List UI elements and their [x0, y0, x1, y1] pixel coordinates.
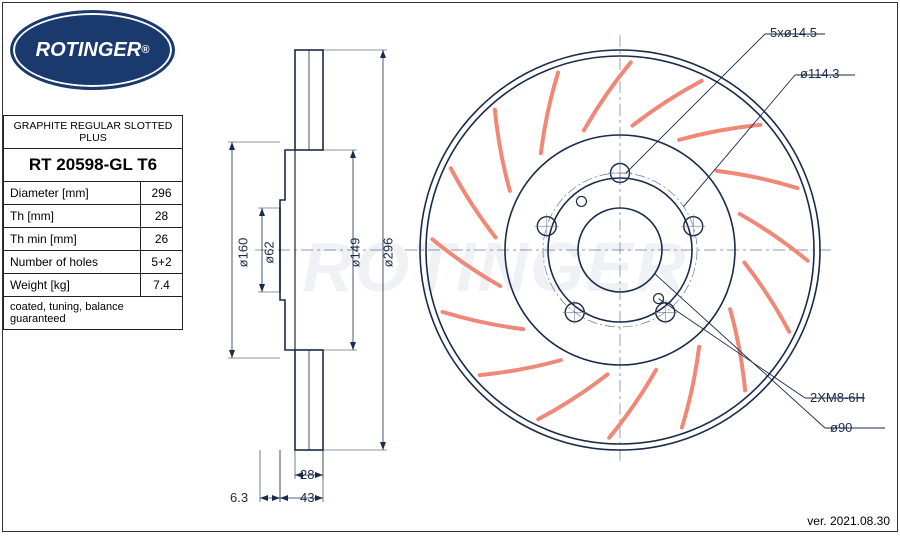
callout-thread: 2XM8-6H — [810, 390, 865, 405]
callout-bolt: 5xø14.5 — [770, 25, 817, 40]
spec-value: 5+2 — [141, 251, 183, 274]
version-label: ver. 2021.08.30 — [807, 514, 890, 528]
reg-mark: ® — [141, 44, 149, 56]
spec-value: 296 — [141, 182, 183, 205]
spec-value: 26 — [141, 228, 183, 251]
dim-w28: 28 — [300, 467, 314, 482]
part-number: RT 20598-GL T6 — [4, 149, 183, 182]
dim-d62: ø62 — [262, 241, 277, 263]
spec-label: Diameter [mm] — [4, 182, 141, 205]
brand-text: ROTINGER — [36, 39, 142, 62]
dim-d160: ø160 — [235, 238, 250, 268]
dim-w43: 43 — [300, 490, 314, 505]
spec-note: coated, tuning, balance guaranteed — [4, 297, 183, 330]
product-line: GRAPHITE REGULAR SLOTTED PLUS — [4, 116, 183, 149]
dim-d149: ø149 — [347, 238, 362, 268]
spec-label: Th min [mm] — [4, 228, 141, 251]
brand-logo: ROTINGER® — [10, 10, 175, 90]
dim-d296: ø296 — [380, 238, 395, 268]
callout-cbore: ø90 — [830, 420, 852, 435]
drawing-svg — [190, 0, 900, 534]
callout-pcd: ø114.3 — [800, 66, 840, 81]
spec-table: GRAPHITE REGULAR SLOTTED PLUS RT 20598-G… — [3, 115, 183, 330]
spec-value: 28 — [141, 205, 183, 228]
spec-label: Th [mm] — [4, 205, 141, 228]
spec-label: Number of holes — [4, 251, 141, 274]
spec-value: 7.4 — [141, 274, 183, 297]
technical-drawing — [190, 0, 900, 534]
dim-w63: 6.3 — [230, 490, 248, 505]
spec-label: Weight [kg] — [4, 274, 141, 297]
